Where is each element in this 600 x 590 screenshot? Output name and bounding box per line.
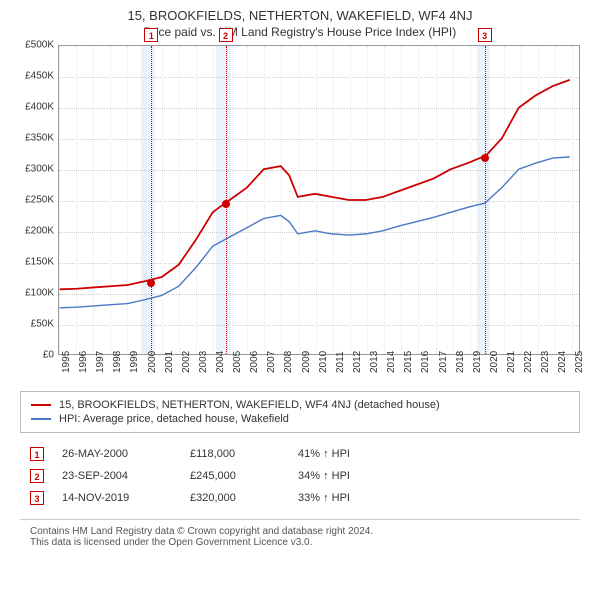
legend-swatch bbox=[31, 418, 51, 420]
sale-marker-badge: 1 bbox=[144, 28, 158, 42]
sale-number-badge: 1 bbox=[30, 447, 44, 461]
sale-pct-vs-hpi: 34% ↑ HPI bbox=[298, 470, 570, 482]
sale-price: £320,000 bbox=[190, 492, 280, 504]
line-series-svg bbox=[59, 46, 579, 354]
attribution: Contains HM Land Registry data © Crown c… bbox=[20, 519, 580, 548]
sale-marker-dot bbox=[222, 200, 230, 208]
y-axis-label: £50K bbox=[10, 319, 54, 330]
sale-pct-vs-hpi: 41% ↑ HPI bbox=[298, 448, 570, 460]
sale-row: 2 23-SEP-2004 £245,000 34% ↑ HPI bbox=[30, 465, 570, 487]
y-axis-label: £100K bbox=[10, 288, 54, 299]
attribution-line-1: Contains HM Land Registry data © Crown c… bbox=[30, 526, 570, 537]
sale-row: 3 14-NOV-2019 £320,000 33% ↑ HPI bbox=[30, 487, 570, 509]
sale-marker-dot bbox=[481, 154, 489, 162]
sale-number-badge: 2 bbox=[30, 469, 44, 483]
y-axis-label: £350K bbox=[10, 133, 54, 144]
chart-title: 15, BROOKFIELDS, NETHERTON, WAKEFIELD, W… bbox=[0, 0, 600, 23]
legend-label: 15, BROOKFIELDS, NETHERTON, WAKEFIELD, W… bbox=[59, 399, 440, 411]
plot-area: 123 bbox=[58, 45, 580, 355]
sale-date: 23-SEP-2004 bbox=[62, 470, 172, 482]
legend-label: HPI: Average price, detached house, Wake… bbox=[59, 413, 289, 425]
y-axis-label: £400K bbox=[10, 102, 54, 113]
y-axis-label: £450K bbox=[10, 71, 54, 82]
sale-price: £245,000 bbox=[190, 470, 280, 482]
legend: 15, BROOKFIELDS, NETHERTON, WAKEFIELD, W… bbox=[20, 391, 580, 433]
sale-date: 14-NOV-2019 bbox=[62, 492, 172, 504]
y-axis-label: £0 bbox=[10, 350, 54, 361]
legend-item: HPI: Average price, detached house, Wake… bbox=[31, 412, 569, 426]
y-axis-label: £500K bbox=[10, 40, 54, 51]
series-line-property bbox=[60, 80, 570, 289]
chart-area: 123 £0 £50K £100K £150K £200K £250K £300K £350K… bbox=[10, 45, 590, 385]
y-axis-label: £250K bbox=[10, 195, 54, 206]
sale-row: 1 26-MAY-2000 £118,000 41% ↑ HPI bbox=[30, 443, 570, 465]
x-axis-label: 2025 bbox=[574, 351, 600, 373]
sale-price: £118,000 bbox=[190, 448, 280, 460]
sale-marker-badge: 2 bbox=[219, 28, 233, 42]
sale-number-badge: 3 bbox=[30, 491, 44, 505]
sales-table: 1 26-MAY-2000 £118,000 41% ↑ HPI 2 23-SEP-200… bbox=[20, 439, 580, 513]
attribution-line-2: This data is licensed under the Open Gov… bbox=[30, 537, 570, 548]
legend-swatch bbox=[31, 404, 51, 406]
chart-subtitle: Price paid vs. HM Land Registry's House … bbox=[0, 23, 600, 45]
sale-date: 26-MAY-2000 bbox=[62, 448, 172, 460]
series-line-hpi bbox=[60, 157, 570, 308]
sale-marker-dot bbox=[147, 279, 155, 287]
legend-item: 15, BROOKFIELDS, NETHERTON, WAKEFIELD, W… bbox=[31, 398, 569, 412]
y-axis-label: £200K bbox=[10, 226, 54, 237]
y-axis-label: £300K bbox=[10, 164, 54, 175]
y-axis-label: £150K bbox=[10, 257, 54, 268]
sale-marker-badge: 3 bbox=[478, 28, 492, 42]
sale-pct-vs-hpi: 33% ↑ HPI bbox=[298, 492, 570, 504]
